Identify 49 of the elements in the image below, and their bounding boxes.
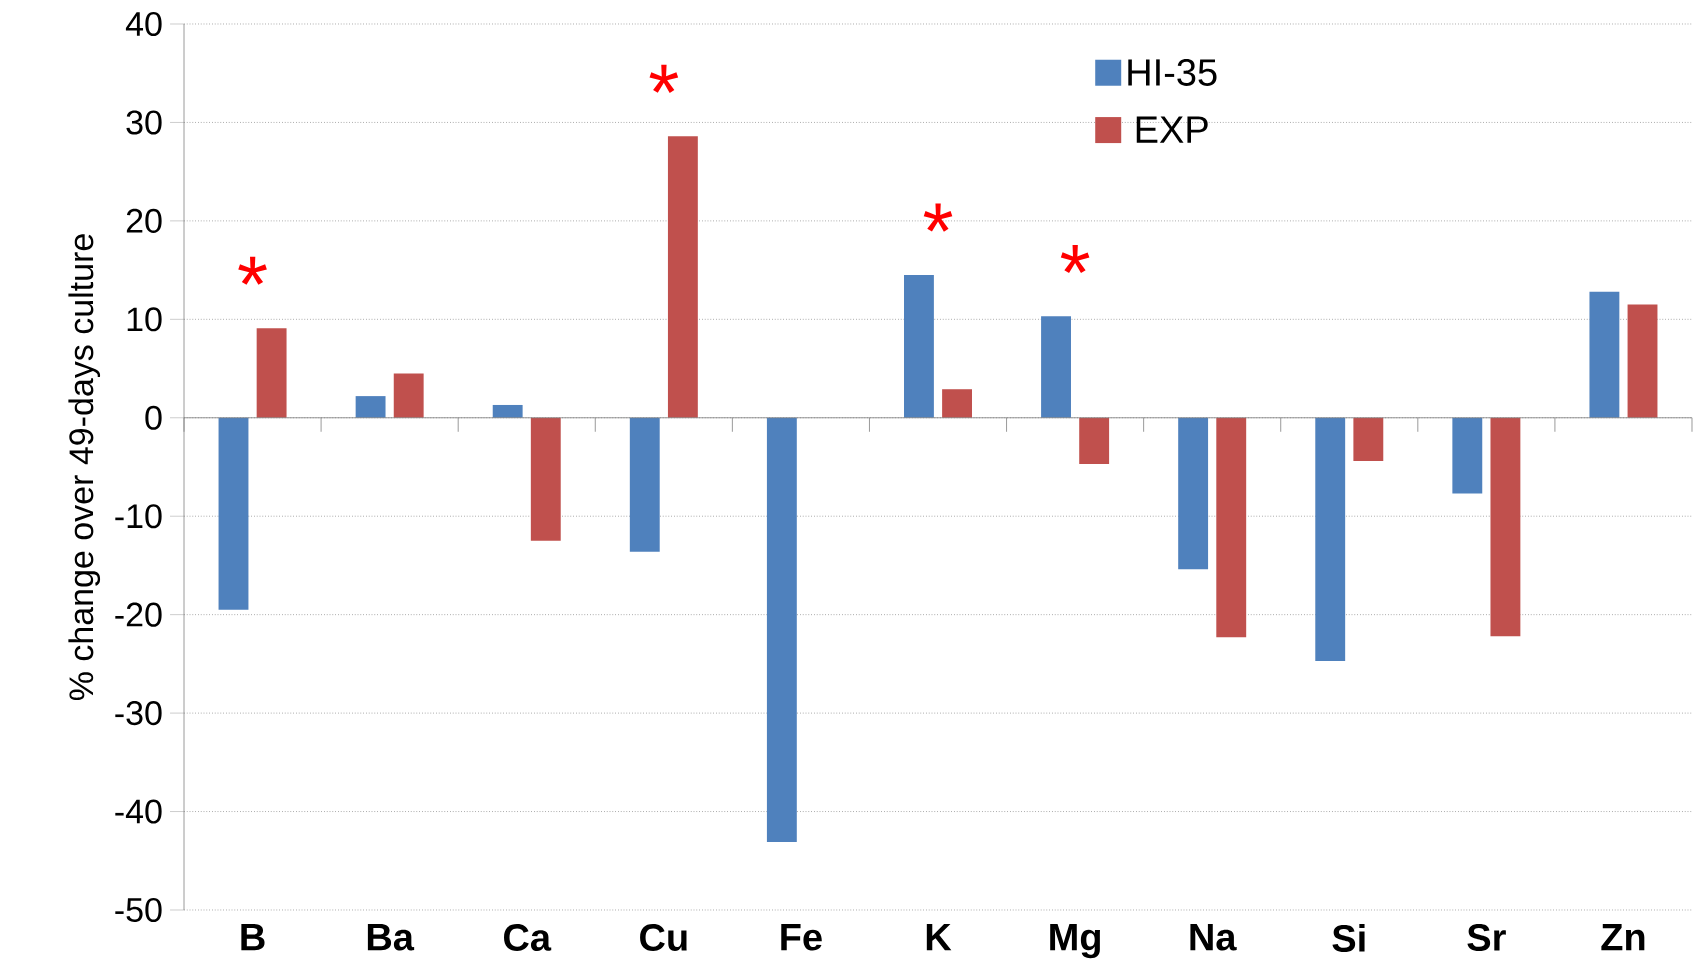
bar [766,417,797,843]
bar [1315,417,1346,661]
bar [1041,316,1071,418]
x-tick-label: Sr [1467,924,1506,951]
x-tick-label: Zn [1601,924,1645,951]
legend-label: EXP [1136,116,1208,143]
y-axis-title: % change over 49-days culture [68,234,101,701]
x-tick-label: K [926,924,952,951]
bar [1353,417,1384,462]
bar [1627,304,1658,418]
x-tick-label: Cu [640,924,687,951]
y-tick-label: -40 [115,799,162,824]
y-tick-label: 0 [145,405,162,430]
bar [667,136,698,418]
annotation: * [923,203,953,232]
y-tick-label: -10 [115,504,162,529]
bar [1216,417,1247,638]
y-tick-label: -50 [115,897,162,923]
annotation: * [238,256,267,285]
x-tick-label: Fe [781,924,822,951]
bar [355,396,386,418]
annotation: * [649,64,679,93]
bar [1079,417,1110,465]
y-tick-label: 20 [126,208,162,233]
x-tick-label: Ca [504,924,552,951]
y-tick-label: -20 [115,602,162,627]
bar [629,417,660,552]
bar [393,373,424,418]
bar [530,417,561,541]
y-tick-label: -30 [115,701,162,726]
bar [1452,417,1483,494]
bar [1490,417,1521,637]
annotation: * [1060,244,1090,274]
bar [904,275,934,418]
bar [1589,291,1620,418]
x-tick-label: Ba [367,924,415,951]
bar [218,417,249,610]
x-tick-label: Si [1332,924,1365,952]
legend-label: HI-35 [1128,58,1217,86]
x-tick-label: B [241,924,265,951]
bar [256,328,287,418]
y-tick-label: 40 [125,11,162,37]
bar [942,389,972,418]
y-tick-label: 10 [127,307,162,332]
x-tick-label: Na [1190,924,1237,951]
bar [492,404,523,418]
x-tick-label: Mg [1050,924,1100,959]
bar [1178,417,1209,570]
y-tick-label: 30 [126,110,162,135]
